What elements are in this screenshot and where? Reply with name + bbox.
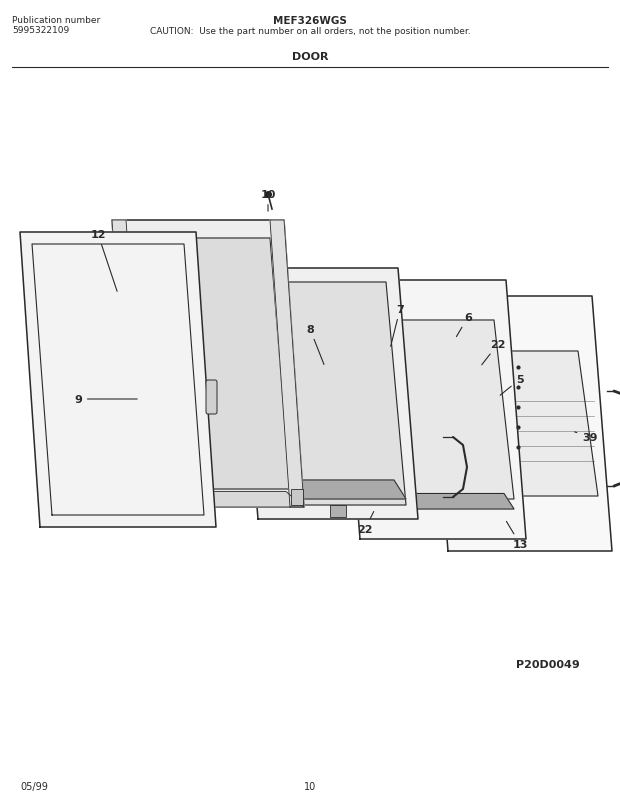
Polygon shape bbox=[352, 320, 514, 499]
Polygon shape bbox=[362, 494, 514, 509]
Text: 22: 22 bbox=[357, 512, 374, 534]
Polygon shape bbox=[112, 221, 304, 507]
Text: 7: 7 bbox=[391, 304, 404, 347]
Text: 5995322109: 5995322109 bbox=[12, 26, 69, 35]
Polygon shape bbox=[340, 281, 526, 540]
Text: MEF326WGS: MEF326WGS bbox=[273, 16, 347, 26]
Text: 39: 39 bbox=[575, 432, 598, 442]
Text: 12: 12 bbox=[91, 230, 117, 292]
Text: 9: 9 bbox=[74, 394, 137, 405]
Bar bbox=[291, 489, 303, 505]
Text: 8: 8 bbox=[306, 324, 324, 365]
Text: P20D0049: P20D0049 bbox=[516, 659, 580, 669]
Text: 10: 10 bbox=[260, 190, 276, 212]
Text: 5: 5 bbox=[500, 374, 524, 396]
Text: 13: 13 bbox=[507, 522, 528, 549]
Polygon shape bbox=[114, 492, 304, 507]
Text: Publication number: Publication number bbox=[12, 16, 100, 25]
Polygon shape bbox=[442, 352, 598, 496]
Polygon shape bbox=[238, 269, 418, 520]
Text: CAUTION:  Use the part number on all orders, not the position number.: CAUTION: Use the part number on all orde… bbox=[149, 27, 471, 36]
Polygon shape bbox=[112, 221, 146, 507]
Polygon shape bbox=[258, 480, 406, 499]
Polygon shape bbox=[20, 233, 216, 528]
Text: 05/99: 05/99 bbox=[20, 781, 48, 791]
Bar bbox=[330, 505, 346, 517]
Polygon shape bbox=[428, 296, 612, 552]
FancyBboxPatch shape bbox=[206, 381, 217, 414]
Text: DOOR: DOOR bbox=[292, 52, 328, 62]
Polygon shape bbox=[126, 238, 290, 489]
Polygon shape bbox=[250, 283, 406, 505]
Polygon shape bbox=[270, 221, 304, 507]
Text: 6: 6 bbox=[456, 312, 472, 337]
Text: 10: 10 bbox=[304, 781, 316, 791]
Text: 22: 22 bbox=[482, 340, 506, 365]
